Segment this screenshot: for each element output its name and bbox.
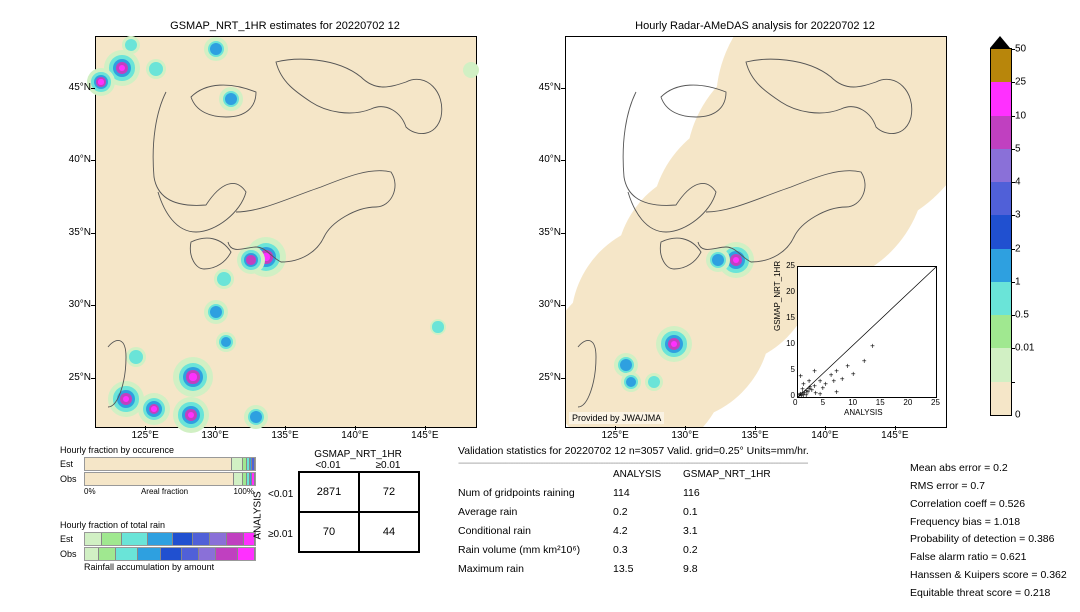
hbar-totalrain: Hourly fraction of total rain Est ObsRainf… [60, 520, 256, 572]
hbar-title: Hourly fraction by occurence [60, 445, 256, 455]
stats-title: Validation statistics for 20220702 12 n=… [458, 445, 1068, 457]
ytick-label: 30°N [521, 299, 561, 310]
ytick-label: 35°N [521, 227, 561, 238]
colorbar-tick: 5 [1015, 143, 1021, 154]
colorbar: 502510543210.50.010 [990, 48, 1012, 416]
xtick-label: 125°E [125, 430, 165, 441]
hbar-row-label: Est [60, 459, 84, 469]
hbar-row-label: Obs [60, 549, 84, 559]
colorbar-tick: 25 [1015, 77, 1026, 88]
ytick-label: 45°N [51, 82, 91, 93]
contab-cell: 72 [359, 472, 419, 512]
stats-cell: 9.8 [683, 563, 773, 575]
hbar-title: Hourly fraction of total rain [60, 520, 256, 530]
stats-cell: Conditional rain [458, 525, 613, 537]
ytick-label: 40°N [51, 154, 91, 165]
stats-cell: 13.5 [613, 563, 683, 575]
stats-cell: Rain volume (mm km²10⁶) [458, 544, 613, 556]
colorbar-tick: 2 [1015, 243, 1021, 254]
stats-cell: 114 [613, 487, 683, 499]
ytick-label: 25°N [51, 372, 91, 383]
xtick-label: 140°E [805, 430, 845, 441]
colorbar-tick: 50 [1015, 44, 1026, 55]
stats-metric: False alarm ratio = 0.621 [910, 549, 1067, 567]
xtick-label: 125°E [595, 430, 635, 441]
stats-cell: 0.1 [683, 506, 773, 518]
ytick-label: 25°N [521, 372, 561, 383]
contab-cell: 2871 [299, 472, 359, 512]
map-credit: Provided by JWA/JMA [569, 412, 664, 424]
xtick-label: 140°E [335, 430, 375, 441]
stats-metric: Mean abs error = 0.2 [910, 460, 1067, 478]
stats-metric: Correlation coeff = 0.526 [910, 496, 1067, 514]
ytick-label: 30°N [51, 299, 91, 310]
stats-metric: RMS error = 0.7 [910, 478, 1067, 496]
xtick-label: 145°E [405, 430, 445, 441]
left-map-panel [95, 36, 477, 428]
contab-cell: 70 [299, 512, 359, 552]
colorbar-tick: 10 [1015, 110, 1026, 121]
stats-cell: 0.3 [613, 544, 683, 556]
xtick-label: 135°E [265, 430, 305, 441]
xtick-label: 130°E [665, 430, 705, 441]
contab-cell: 44 [359, 512, 419, 552]
colorbar-arrow-top [990, 36, 1010, 48]
hbar-occurrence: Hourly fraction by occurenceEstObs0%Area… [60, 445, 256, 496]
ytick-label: 45°N [521, 82, 561, 93]
stats-cell: Average rain [458, 506, 613, 518]
colorbar-tick: 4 [1015, 177, 1021, 188]
contingency-table: GSMAP_NRT_1HR<0.01≥0.012871727044<0.01≥0… [298, 449, 420, 553]
stats-cell: 4.2 [613, 525, 683, 537]
xtick-label: 145°E [875, 430, 915, 441]
stats-cell: 0.2 [683, 544, 773, 556]
stats-metric: Probability of detection = 0.386 [910, 531, 1067, 549]
stats-metric: Equitable threat score = 0.218 [910, 585, 1067, 603]
scatter-xlabel: ANALYSIS [844, 408, 883, 417]
hbar-row-label: Est [60, 534, 84, 544]
colorbar-tick: 1 [1015, 276, 1021, 287]
scatter-ylabel: GSMAP_NRT_1HR [773, 261, 782, 331]
hbar-row-label: Obs [60, 474, 84, 484]
colorbar-tick: 3 [1015, 210, 1021, 221]
stats-metric: Hanssen & Kuipers score = 0.362 [910, 567, 1067, 585]
colorbar-tick: 0.01 [1015, 343, 1034, 354]
hbar-caption: Rainfall accumulation by amount [84, 562, 256, 572]
stats-cell: 3.1 [683, 525, 773, 537]
xtick-label: 130°E [195, 430, 235, 441]
right-map-title: Hourly Radar-AMeDAS analysis for 2022070… [565, 20, 945, 32]
scatter-inset: ++++++++++++++++++++++++++++++++ [797, 266, 937, 398]
stats-metric: Frequency bias = 1.018 [910, 514, 1067, 532]
validation-stats-right: Mean abs error = 0.2RMS error = 0.7Corre… [910, 460, 1067, 603]
stats-cell: 116 [683, 487, 773, 499]
colorbar-tick: 0.5 [1015, 310, 1029, 321]
left-map-title: GSMAP_NRT_1HR estimates for 20220702 12 [95, 20, 475, 32]
ytick-label: 35°N [51, 227, 91, 238]
stats-cell: 0.2 [613, 506, 683, 518]
stats-cell: Maximum rain [458, 563, 613, 575]
contab-title: GSMAP_NRT_1HR [298, 449, 418, 460]
ytick-label: 40°N [521, 154, 561, 165]
xtick-label: 135°E [735, 430, 775, 441]
stats-cell: Num of gridpoints raining [458, 487, 613, 499]
